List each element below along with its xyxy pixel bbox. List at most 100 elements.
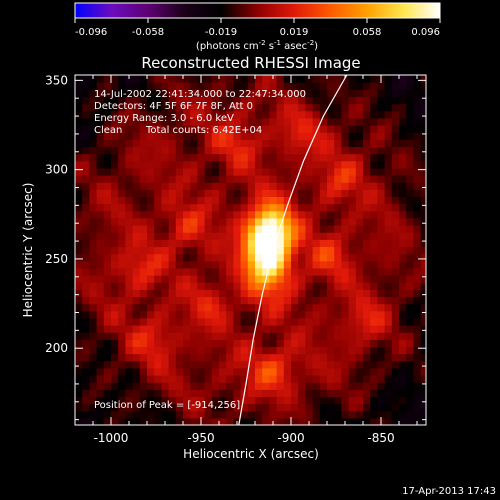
heatmap-cell <box>139 175 148 183</box>
heatmap-cell <box>262 375 270 383</box>
heatmap-cell <box>420 317 426 326</box>
heatmap-cell <box>399 210 407 219</box>
heatmap-cell <box>355 317 364 326</box>
heatmap-cell <box>197 332 206 340</box>
heatmap-cell <box>363 246 371 255</box>
heatmap-cell <box>211 125 220 133</box>
heatmap-cell <box>327 310 335 319</box>
heatmap-cell <box>75 275 83 283</box>
heatmap-cell <box>118 317 126 326</box>
heatmap-cell <box>204 110 213 119</box>
heatmap-cell <box>298 417 306 425</box>
heatmap-cell <box>370 353 378 362</box>
heatmap-cell <box>262 217 270 226</box>
heatmap-cell <box>154 282 162 290</box>
heatmap-cell <box>291 310 299 319</box>
heatmap-cell <box>420 246 426 255</box>
heatmap-cell <box>406 382 414 390</box>
heatmap-cell <box>75 75 83 83</box>
heatmap-cell <box>406 417 414 425</box>
heatmap-cell <box>111 389 119 398</box>
heatmap-cell <box>319 175 328 183</box>
heatmap-cell <box>96 153 105 162</box>
heatmap-cell <box>384 232 393 240</box>
heatmap-cell <box>168 196 177 205</box>
heatmap-cell <box>327 232 335 240</box>
heatmap-cell <box>262 232 270 240</box>
heatmap-cell <box>139 125 148 133</box>
heatmap-cell <box>255 89 263 98</box>
heatmap-cell <box>211 367 220 376</box>
heatmap-cell <box>406 175 414 183</box>
heatmap-cell <box>211 275 220 283</box>
heatmap-cell <box>384 139 393 148</box>
heatmap-cell <box>283 289 292 298</box>
heatmap-cell <box>319 303 328 312</box>
heatmap-cell <box>413 282 422 290</box>
heatmap-cell <box>406 110 414 119</box>
heatmap-cell <box>291 396 299 405</box>
heatmap-cell <box>363 203 371 212</box>
heatmap-cell <box>420 360 426 369</box>
heatmap-cell <box>211 225 220 233</box>
heatmap-cell <box>175 110 184 119</box>
heatmap-cell <box>399 375 407 383</box>
heatmap-cell <box>420 232 426 240</box>
heatmap-cell <box>147 260 155 269</box>
heatmap-cell <box>319 282 328 290</box>
heatmap-cell <box>139 339 148 348</box>
heatmap-cell <box>168 146 177 155</box>
heatmap-cell <box>161 303 170 312</box>
heatmap-cell <box>219 103 227 112</box>
heatmap-cell <box>269 196 278 205</box>
heatmap-cell <box>132 146 141 155</box>
heatmap-cell <box>197 253 206 262</box>
heatmap-cell <box>96 182 105 190</box>
heatmap-cell <box>75 303 83 312</box>
heatmap-cell <box>233 346 242 355</box>
heatmap-cell <box>341 310 350 319</box>
heatmap-cell <box>298 282 306 290</box>
heatmap-cell <box>183 103 191 112</box>
heatmap-cell <box>384 253 393 262</box>
heatmap-cell <box>406 225 414 233</box>
heatmap-cell <box>291 239 299 248</box>
heatmap-cell <box>147 325 155 333</box>
heatmap-cell <box>420 410 426 419</box>
heatmap-cell <box>226 125 234 133</box>
heatmap-cell <box>262 367 270 376</box>
heatmap-cell <box>384 417 393 425</box>
heatmap-cell <box>334 389 342 398</box>
heatmap-cell <box>391 160 400 169</box>
heatmap-cell <box>147 160 155 169</box>
heatmap-cell <box>111 125 119 133</box>
heatmap-cell <box>168 382 177 390</box>
heatmap-cell <box>283 153 292 162</box>
heatmap-cell <box>154 103 162 112</box>
heatmap-cell <box>384 103 393 112</box>
heatmap-cell <box>118 146 126 155</box>
heatmap-cell <box>183 232 191 240</box>
heatmap-cell <box>377 217 386 226</box>
heatmap-cell <box>103 203 112 212</box>
heatmap-cell <box>391 296 400 305</box>
heatmap-cell <box>75 396 83 405</box>
heatmap-cell <box>125 282 134 290</box>
heatmap-cell <box>147 296 155 305</box>
heatmap-cell <box>204 153 213 162</box>
heatmap-cell <box>226 75 234 83</box>
heatmap-cell <box>147 367 155 376</box>
heatmap-cell <box>247 125 256 133</box>
heatmap-cell <box>197 153 206 162</box>
colorbar-ticks: -0.096 -0.058 -0.019 0.019 0.058 0.096 <box>74 18 441 38</box>
heatmap-cell <box>348 389 357 398</box>
heatmap-cell <box>399 246 407 255</box>
heatmap-cell <box>82 339 90 348</box>
heatmap-cell <box>341 146 350 155</box>
time-range-text: 14-Jul-2002 22:41:34.000 to 22:47:34.000 <box>94 89 306 100</box>
heatmap-cell <box>175 89 184 98</box>
heatmap-cell <box>82 160 90 169</box>
heatmap-cell <box>89 225 98 233</box>
heatmap-cell <box>363 289 371 298</box>
heatmap-cell <box>262 325 270 333</box>
